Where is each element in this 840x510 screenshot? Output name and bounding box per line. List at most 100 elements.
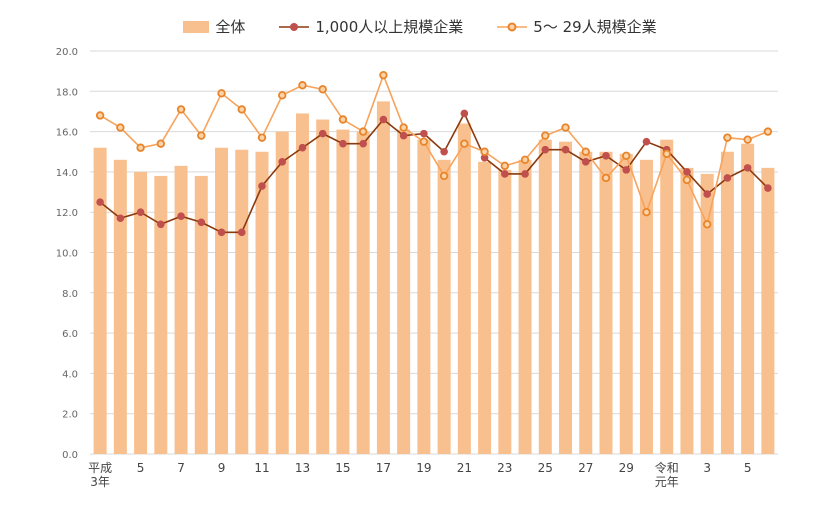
data-point — [480, 147, 489, 156]
data-point — [642, 207, 651, 217]
data-point — [318, 85, 327, 94]
data-point — [541, 131, 550, 140]
data-point — [116, 214, 125, 223]
bar — [680, 167, 694, 454]
data-point — [177, 212, 185, 221]
bar — [518, 159, 532, 454]
bar — [255, 151, 269, 454]
data-point — [703, 190, 711, 198]
data-point — [601, 173, 611, 183]
data-point — [237, 105, 246, 114]
x-tick-label: 令和 — [655, 460, 679, 475]
y-tick-label: 6.0 — [62, 329, 78, 340]
legend-swatch-line — [279, 22, 310, 31]
x-tick-label: 17 — [376, 461, 391, 475]
x-tick-label: 5 — [744, 461, 752, 475]
data-point — [95, 111, 105, 120]
data-point — [156, 139, 166, 148]
bar — [437, 159, 451, 454]
data-point — [278, 91, 287, 100]
data-point — [662, 149, 671, 158]
data-point — [217, 89, 226, 98]
bar — [538, 139, 552, 454]
data-point — [176, 105, 186, 114]
data-point — [642, 137, 651, 146]
bar — [478, 161, 492, 454]
x-tick-label: 27 — [578, 461, 593, 475]
data-point — [581, 147, 590, 156]
bar — [113, 159, 127, 454]
legend-label: 5～ 29人規模企業 — [533, 18, 657, 36]
y-tick-label: 18.0 — [56, 87, 78, 98]
y-tick-label: 8.0 — [62, 289, 78, 300]
data-point — [358, 127, 368, 136]
data-point — [723, 174, 732, 182]
x-tick-label: 19 — [416, 461, 431, 475]
bar — [639, 159, 653, 454]
data-point — [480, 153, 489, 162]
data-point — [318, 129, 327, 138]
bar — [336, 129, 350, 454]
x-tick-label: 21 — [457, 461, 472, 475]
y-tick-label: 0.0 — [62, 450, 78, 461]
data-point — [298, 143, 307, 152]
data-point — [743, 164, 752, 172]
x-tick-label: 23 — [497, 461, 512, 475]
bar — [194, 175, 208, 454]
legend-swatch-bar — [183, 20, 210, 33]
data-point — [500, 161, 510, 171]
data-point — [339, 139, 347, 148]
x-tick-label: 元年 — [655, 475, 679, 489]
data-point — [521, 170, 529, 178]
y-tick-label: 10.0 — [56, 249, 78, 260]
bar — [700, 173, 714, 455]
data-point — [440, 147, 448, 156]
legend-label: 全体 — [215, 18, 246, 36]
data-point — [683, 168, 691, 176]
bar — [316, 119, 330, 454]
bar — [235, 149, 249, 455]
data-point — [682, 175, 692, 185]
legend-item-small: 5～ 29人規模企業 — [497, 16, 657, 37]
data-point — [116, 123, 125, 132]
series-line — [99, 111, 769, 234]
bar — [417, 139, 431, 454]
bar — [174, 165, 188, 455]
bar — [397, 129, 411, 454]
data-point — [157, 220, 165, 229]
data-point — [764, 184, 772, 192]
data-point — [96, 198, 104, 206]
bar — [761, 167, 775, 454]
data-point — [723, 133, 732, 142]
data-point — [622, 166, 631, 174]
data-point — [743, 135, 752, 144]
bar — [356, 131, 370, 454]
x-tick-label: 5 — [137, 461, 145, 475]
data-point — [197, 131, 206, 140]
x-tick-label: 11 — [254, 461, 269, 475]
bar — [376, 101, 390, 454]
bar — [275, 131, 289, 454]
data-point — [419, 137, 429, 146]
bar — [599, 151, 613, 454]
data-point — [460, 139, 469, 148]
x-tick-label: 3 — [703, 461, 711, 475]
bar — [498, 169, 512, 454]
data-point — [520, 155, 530, 165]
bar — [134, 171, 148, 454]
data-point — [338, 115, 348, 124]
bar — [720, 151, 734, 454]
bar — [215, 147, 229, 454]
legend-swatch-line — [497, 22, 528, 31]
data-point — [399, 123, 408, 132]
bar — [154, 175, 168, 454]
data-point — [257, 133, 267, 142]
bar — [579, 151, 593, 454]
data-point — [359, 139, 367, 148]
bar — [559, 141, 573, 455]
bar — [660, 139, 674, 454]
legend: 全体 1,000人以上規模企業 5～ 29人規模企業 — [0, 16, 840, 37]
data-point — [501, 170, 509, 178]
y-tick-label: 2.0 — [62, 410, 78, 421]
